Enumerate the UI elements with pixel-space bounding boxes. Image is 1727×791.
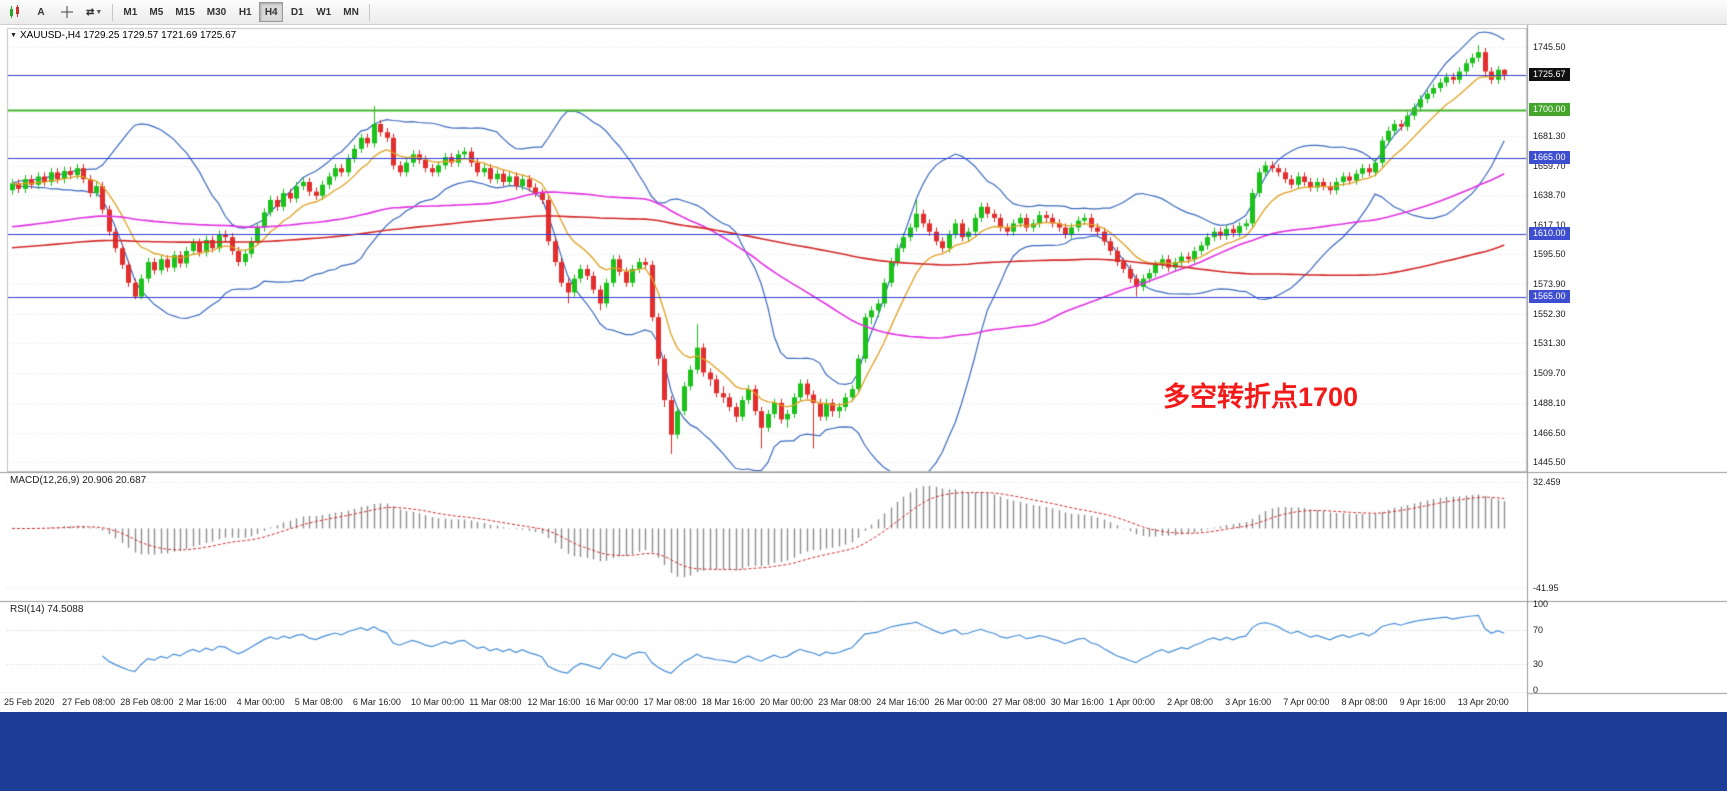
timeframe-m5-button[interactable]: M5: [144, 2, 168, 22]
timeframe-d1-button[interactable]: D1: [285, 2, 309, 22]
price-axis-label: 1681.30: [1533, 130, 1566, 141]
price-axis-label: 1638.70: [1533, 189, 1566, 200]
time-axis-label: 1 Apr 00:00: [1108, 697, 1155, 707]
time-axis-label: 8 Apr 08:00: [1341, 697, 1388, 707]
price-axis-label: 1488.10: [1533, 397, 1566, 408]
price-axis-label: 1617.10: [1533, 219, 1566, 230]
toolbar: A ⇄ ▼ M1 M5 M15 M30 H1 H4 D1 W1 MN: [0, 0, 1727, 25]
time-axis[interactable]: 25 Feb 2020 27 Feb 08:00 28 Feb 08:00 2 Mar…: [0, 693, 1527, 712]
chart-window-icon[interactable]: [3, 2, 27, 22]
chart-annotation-text[interactable]: 多空转折点1700: [1163, 382, 1359, 412]
price-axis-label: 1509.70: [1533, 367, 1566, 378]
time-axis-label: 27 Mar 08:00: [992, 697, 1046, 707]
candlestick-chart-icon: [10, 5, 19, 18]
time-axis-label: 20 Mar 00:00: [759, 697, 813, 707]
cycle-symbols-button[interactable]: ⇄ ▼: [81, 2, 107, 22]
toolbar-separator: [368, 3, 370, 21]
timeframe-m15-button[interactable]: M15: [170, 2, 199, 22]
price-axis-label: 1552.30: [1533, 309, 1566, 320]
chart-title: ▼ XAUUSD-,H4 1729.25 1729.57 1721.69 1725…: [10, 30, 236, 41]
rsi-axis-label: 30: [1533, 659, 1544, 670]
time-axis-label: 4 Mar 00:00: [236, 697, 285, 707]
timeframe-m1-button[interactable]: M1: [118, 2, 142, 22]
time-axis-label: 3 Apr 16:00: [1225, 697, 1272, 707]
time-axis-label: 9 Apr 16:00: [1399, 697, 1446, 707]
time-axis-label: 11 Mar 08:00: [469, 697, 522, 707]
time-axis-label: 28 Feb 08:00: [120, 697, 174, 707]
time-axis-label: 27 Feb 08:00: [62, 697, 116, 707]
price-axis-label: 1745.50: [1533, 42, 1566, 53]
time-axis-label: 7 Apr 00:00: [1283, 697, 1330, 707]
price-chart-canvas[interactable]: [0, 25, 1727, 712]
time-axis-label: 12 Mar 16:00: [527, 697, 581, 707]
price-tag: 1725.67: [1529, 67, 1570, 81]
time-axis-label: 24 Mar 16:00: [876, 697, 930, 707]
price-axis-label: 1659.70: [1533, 160, 1566, 171]
chart-region: ▼ XAUUSD-,H4 1729.25 1729.57 1721.69 1725…: [0, 25, 1727, 712]
timeframe-m30-button[interactable]: M30: [202, 2, 231, 22]
timeframe-w1-button[interactable]: W1: [311, 2, 336, 22]
time-axis-label: 16 Mar 00:00: [585, 697, 639, 707]
chart-selector-icon[interactable]: ▼: [10, 32, 17, 39]
toolbar-tools-group: A ⇄ ▼: [3, 2, 107, 22]
time-axis-label: 13 Apr 20:00: [1457, 697, 1509, 707]
time-axis-label: 18 Mar 16:00: [701, 697, 755, 707]
macd-axis-label: -41.95: [1533, 583, 1559, 594]
macd-label: MACD(12,26,9) 20.906 20.687: [10, 475, 147, 486]
price-tag: 1610.00: [1529, 227, 1570, 241]
price-tag: 1565.00: [1529, 289, 1570, 303]
timeframe-h1-button[interactable]: H1: [233, 2, 257, 22]
price-axis-label: 1445.50: [1533, 456, 1566, 467]
text-tool-button[interactable]: A: [29, 2, 53, 22]
time-axis-label: 10 Mar 00:00: [411, 697, 465, 707]
rsi-label: RSI(14) 74.5088: [10, 604, 84, 615]
price-axis-label: 1595.50: [1533, 249, 1566, 260]
time-axis-label: 2 Mar 16:00: [178, 697, 227, 707]
crosshair-icon: [61, 6, 73, 18]
macd-axis-label: 32.459: [1533, 477, 1561, 488]
rsi-axis-label: 0: [1533, 685, 1539, 695]
price-axis-label: 1466.50: [1533, 427, 1566, 438]
price-tag: 1700.00: [1529, 103, 1570, 117]
price-axis-label: 1531.30: [1533, 338, 1566, 349]
timeframe-mn-button[interactable]: MN: [338, 2, 364, 22]
toolbar-separator: [112, 3, 114, 21]
crosshair-tool-button[interactable]: [55, 2, 79, 22]
time-axis-label: 17 Mar 08:00: [643, 697, 697, 707]
time-axis-label: 25 Feb 2020: [4, 697, 55, 707]
rsi-axis-label: 100: [1533, 599, 1549, 609]
timeframe-h4-button[interactable]: H4: [259, 2, 284, 22]
price-tag: 1665.00: [1529, 151, 1570, 165]
time-axis-label: 26 Mar 00:00: [934, 697, 988, 707]
chart-title-text: XAUUSD-,H4 1729.25 1729.57 1721.69 1725.…: [19, 30, 237, 41]
price-axis[interactable]: 1745.50 1681.30 1659.70 1638.70 1617.10 1595.…: [1527, 25, 1727, 712]
time-axis-label: 2 Apr 08:00: [1167, 697, 1214, 707]
time-axis-label: 30 Mar 16:00: [1050, 697, 1104, 707]
time-axis-label: 5 Mar 08:00: [294, 697, 343, 707]
arrows-icon: ⇄: [86, 6, 95, 18]
chevron-down-icon: ▼: [95, 8, 103, 16]
timeframe-group: M1 M5 M15 M30 H1 H4 D1 W1 MN: [118, 2, 363, 22]
rsi-axis-label: 70: [1533, 624, 1544, 635]
time-axis-label: 23 Mar 08:00: [818, 697, 872, 707]
price-axis-label: 1573.90: [1533, 279, 1566, 290]
time-axis-label: 6 Mar 16:00: [352, 697, 401, 707]
bottom-panel: [0, 712, 1727, 791]
